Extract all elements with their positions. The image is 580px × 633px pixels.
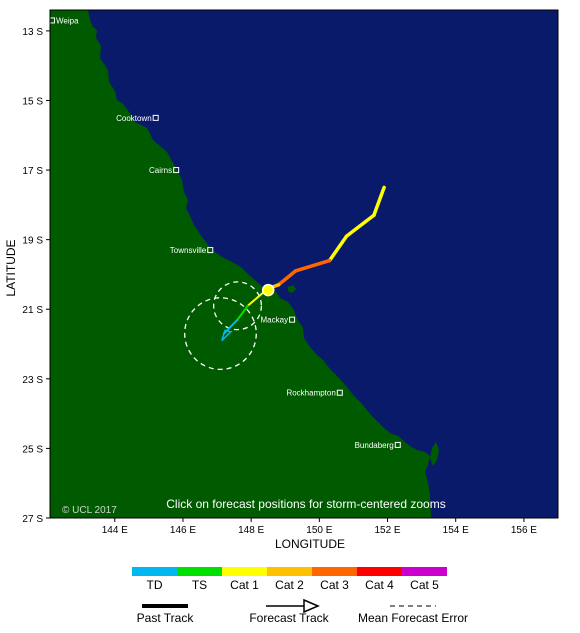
y-tick-label: 21 S <box>22 305 43 316</box>
city-label: Rockhampton <box>286 389 335 398</box>
city-marker <box>336 389 343 396</box>
city-label: Weipa <box>56 16 79 25</box>
legend-label: Cat 4 <box>365 578 394 592</box>
y-tick-label: 13 S <box>22 27 43 38</box>
map-frame <box>49 9 559 519</box>
city-marker <box>173 167 180 174</box>
forecast-error-circle <box>213 281 263 331</box>
legend-swatch <box>312 567 357 576</box>
legend-swatch <box>357 567 402 576</box>
track-segment <box>236 304 249 321</box>
city-markers: Weipa Cooktown Cairns Townsville Mackay Rockh… <box>49 16 401 450</box>
map-note: Click on forecast positions for storm-ce… <box>166 497 445 511</box>
x-tick-label: 156 E <box>511 525 537 536</box>
city-label: Townsville <box>170 246 207 255</box>
city-label: Cairns <box>149 166 172 175</box>
current-position[interactable] <box>261 283 275 297</box>
city-marker <box>152 114 159 121</box>
track-segment <box>344 213 376 238</box>
y-axis-title: LATITUDE <box>4 239 18 296</box>
legend-label: Cat 3 <box>320 578 349 592</box>
legend-label: TD <box>147 578 163 592</box>
city-label: Cooktown <box>116 114 152 123</box>
y-tick-label: 23 S <box>22 375 43 386</box>
forecast-error-circles <box>184 281 263 371</box>
legend-swatch <box>177 567 222 576</box>
land-area <box>50 10 431 518</box>
track-segment <box>372 185 386 218</box>
city-marker <box>289 316 296 323</box>
category-legend: TD TS Cat 1 Cat 2 Cat 3 Cat 4 Cat 5 <box>132 567 447 592</box>
y-tick-label: 15 S <box>22 96 43 107</box>
forecast-arrow[interactable] <box>221 329 233 342</box>
track-key: Past Track Forecast Track Mean Forecast … <box>137 598 468 625</box>
current-position-marker[interactable] <box>261 283 275 297</box>
x-tick-label: 154 E <box>443 525 469 536</box>
city-marker <box>207 247 214 254</box>
track-segment <box>293 258 332 273</box>
forecast-track-arrowhead <box>303 598 320 614</box>
legend-label: Cat 1 <box>230 578 259 592</box>
legend-swatch <box>222 567 267 576</box>
y-tick-label: 19 S <box>22 236 43 247</box>
legend-label: Cat 5 <box>410 578 439 592</box>
x-tick-label: 150 E <box>306 525 332 536</box>
legend-label: Cat 2 <box>275 578 304 592</box>
legend-swatch <box>267 567 312 576</box>
copyright: © UCL 2017 <box>62 505 117 516</box>
city-label: Mackay <box>261 316 289 325</box>
track-segment <box>327 234 349 263</box>
x-tick-label: 144 E <box>102 525 128 536</box>
y-tick-label: 17 S <box>22 166 43 177</box>
y-tick-label: 27 S <box>22 514 43 525</box>
legend-label: TS <box>192 578 207 592</box>
legend-swatch <box>132 567 177 576</box>
mean-error-label: Mean Forecast Error <box>358 611 468 625</box>
y-tick-label: 25 S <box>22 444 43 455</box>
track-segment <box>276 269 298 287</box>
city-marker <box>394 441 401 448</box>
island-shape <box>430 442 439 466</box>
forecast-error-circle <box>184 297 257 371</box>
island-shape <box>288 285 296 293</box>
city-label: Bundaberg <box>355 441 394 450</box>
legend-swatch <box>402 567 447 576</box>
x-tick-label: 146 E <box>170 525 196 536</box>
x-tick-label: 152 E <box>374 525 400 536</box>
x-tick-label: 148 E <box>238 525 264 536</box>
forecast-track-label: Forecast Track <box>249 611 329 625</box>
axis-ticks: 144 E 146 E 148 E 150 E 152 E 154 E 156 E 13 S 1… <box>22 27 537 536</box>
forecast-arrowhead[interactable] <box>221 329 233 342</box>
past-track-label: Past Track <box>137 611 195 625</box>
x-axis-title: LONGITUDE <box>275 537 345 551</box>
